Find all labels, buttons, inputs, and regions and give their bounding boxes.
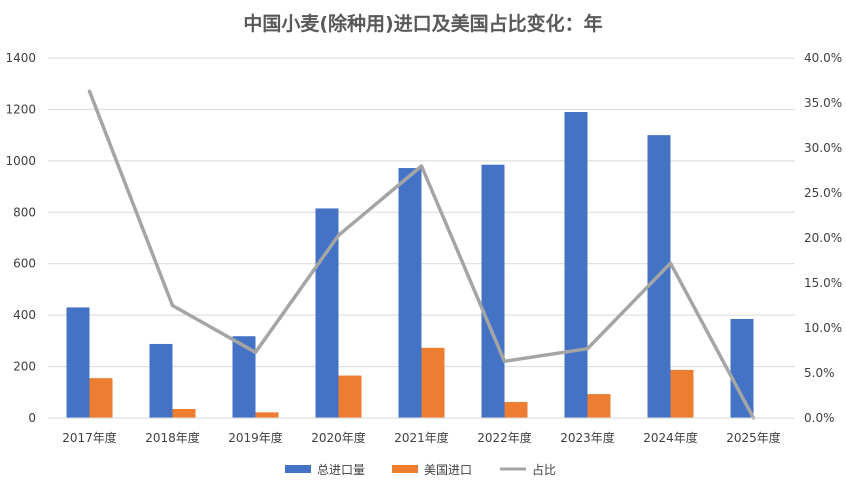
x-tick-label: 2023年度 <box>560 430 615 445</box>
x-tick-label: 2022年度 <box>477 430 532 445</box>
bar-us-import <box>504 402 528 418</box>
legend: 总进口量 美国进口 占比 <box>285 462 556 477</box>
y-left-tick-label: 400 <box>13 308 36 322</box>
y-axis-right: 0.0% 5.0% 10.0% 15.0% 20.0% 25.0% 30.0% 35.0% 40… <box>804 51 842 425</box>
bar-us-import <box>670 369 694 418</box>
bar-us-import <box>255 412 279 418</box>
bar-us-import <box>172 409 196 418</box>
x-tick-label: 2019年度 <box>228 430 283 445</box>
x-tick-label: 2024年度 <box>643 430 698 445</box>
bar-total-import <box>232 336 256 418</box>
bar-us-import <box>421 347 445 418</box>
x-tick-label: 2021年度 <box>394 430 449 445</box>
legend-swatch-total <box>285 465 311 473</box>
bar-total-import <box>66 307 90 418</box>
legend-label-total: 总进口量 <box>317 463 365 477</box>
chart-title: 中国小麦(除种用)进口及美国占比变化：年 <box>243 12 602 35</box>
x-tick-label: 2017年度 <box>62 430 117 445</box>
y-right-tick-label: 0.0% <box>804 411 835 425</box>
bar-total-import <box>730 319 754 418</box>
bar-total-import <box>564 112 588 418</box>
y-axis-left: 0 200 400 600 800 1000 1200 1400 <box>5 51 36 425</box>
y-right-tick-label: 15.0% <box>804 276 842 290</box>
y-right-tick-label: 5.0% <box>804 366 835 380</box>
y-right-tick-label: 20.0% <box>804 231 842 245</box>
y-left-tick-label: 600 <box>13 257 36 271</box>
y-right-tick-label: 10.0% <box>804 321 842 335</box>
bar-total-import <box>481 164 505 418</box>
x-tick-label: 2020年度 <box>311 430 366 445</box>
x-tick-label: 2025年度 <box>726 430 781 445</box>
y-left-tick-label: 1400 <box>5 51 36 65</box>
x-tick-label: 2018年度 <box>145 430 200 445</box>
y-right-tick-label: 40.0% <box>804 51 842 65</box>
bar-us-import <box>587 394 611 418</box>
bar-total-import <box>398 168 422 418</box>
y-left-tick-label: 1000 <box>5 154 36 168</box>
bar-us-import <box>338 375 362 418</box>
y-left-tick-label: 1200 <box>5 102 36 116</box>
legend-label-share: 占比 <box>532 462 556 477</box>
y-left-tick-label: 200 <box>13 360 36 374</box>
y-left-tick-label: 800 <box>13 205 36 219</box>
bar-us-import <box>89 378 113 418</box>
y-right-tick-label: 25.0% <box>804 186 842 200</box>
legend-swatch-us <box>392 465 418 473</box>
y-left-tick-label: 0 <box>28 411 36 425</box>
x-axis: 2017年度 2018年度 2019年度 2020年度 2021年度 2022年度 2023… <box>48 417 795 445</box>
bars <box>66 112 754 418</box>
y-right-tick-label: 30.0% <box>804 141 842 155</box>
y-right-tick-label: 35.0% <box>804 96 842 110</box>
bar-total-import <box>149 343 173 418</box>
legend-label-us: 美国进口 <box>424 463 472 477</box>
